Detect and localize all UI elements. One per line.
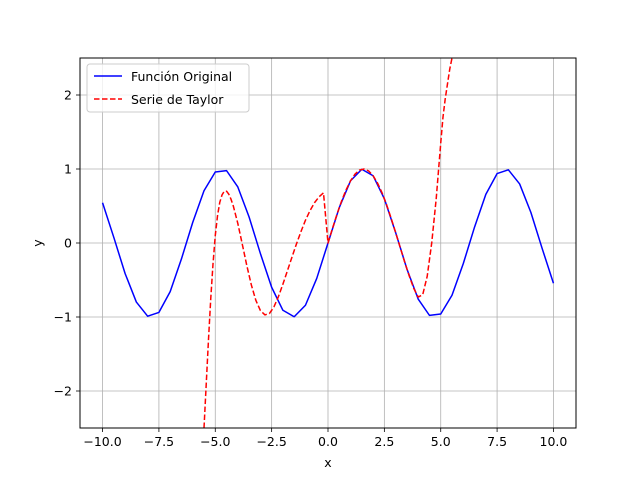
series-line-serie-de-taylor [203,58,453,428]
legend: Función Original Serie de Taylor [86,63,250,113]
x-tick-label: 7.5 [487,434,507,449]
y-tick-label: 2 [64,88,72,103]
x-axis-label: x [324,455,331,470]
x-tick-label: −7.5 [144,434,174,449]
legend-label-serie-de-taylor: Serie de Taylor [131,92,224,107]
x-tick-label: 0.0 [318,434,338,449]
x-tick-label: −5.0 [200,434,230,449]
ticks: −10.0 −7.5 −5.0 −2.5 0.0 2.5 5.0 7.5 10.0 −2 −1 0 1 2 [54,88,568,450]
y-tick-label: 1 [64,162,72,177]
y-axis-label: y [30,239,45,247]
y-tick-label: 0 [64,236,72,251]
x-tick-label: 10.0 [540,434,568,449]
x-tick-label: −2.5 [256,434,286,449]
x-tick-label: 5.0 [431,434,451,449]
x-tick-label: −10.0 [83,434,121,449]
y-tick-label: −2 [54,384,72,399]
y-tick-label: −1 [54,310,72,325]
legend-label-funcion-original: Función Original [131,69,232,84]
series-layer [101,58,555,428]
x-tick-label: 2.5 [374,434,394,449]
legend-box [86,63,250,113]
